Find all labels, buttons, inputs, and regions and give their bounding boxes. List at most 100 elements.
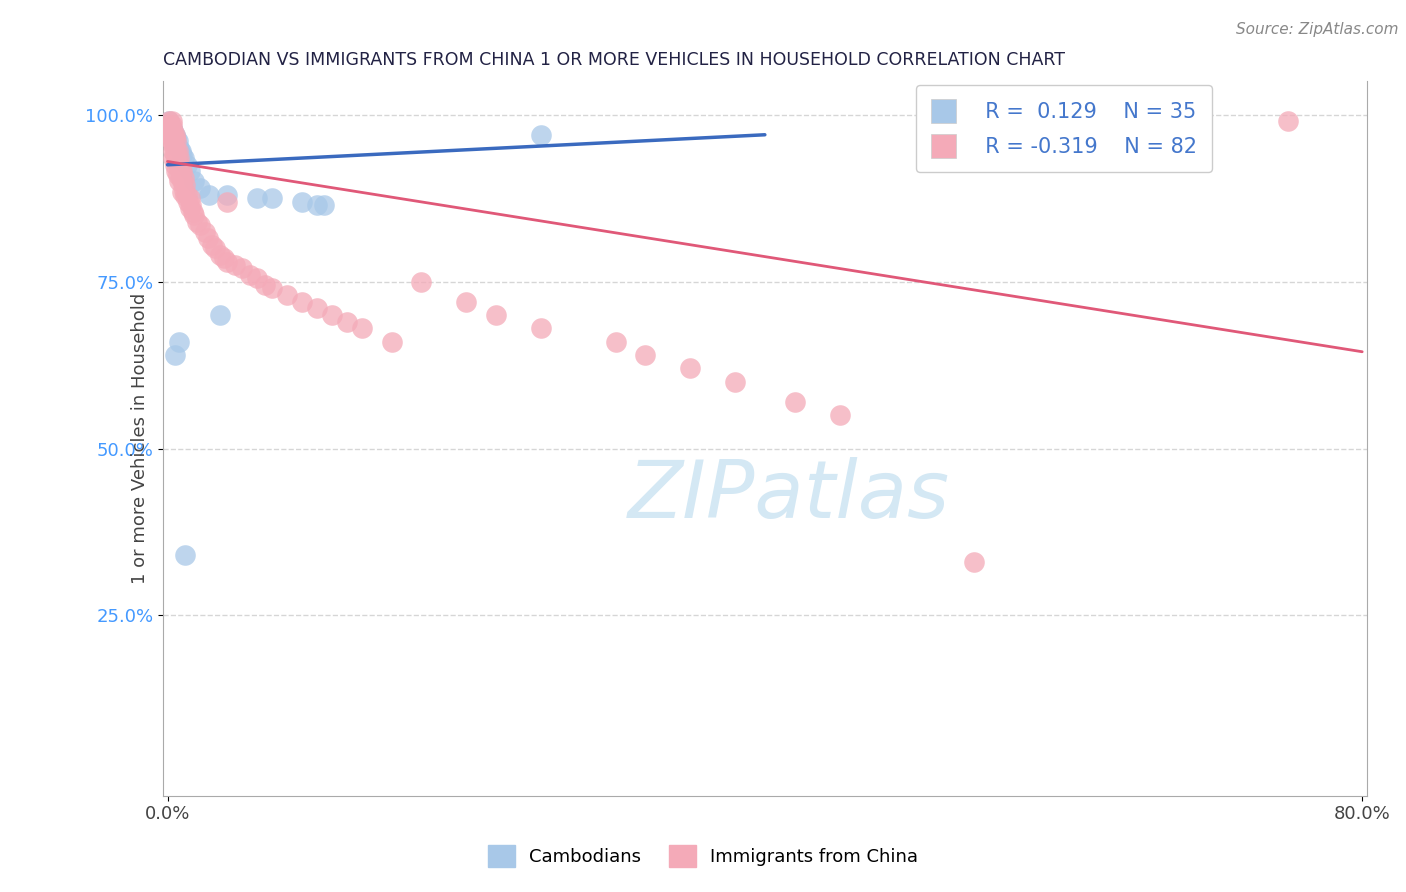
Point	[239, 268, 262, 282]
Text: CAMBODIAN VS IMMIGRANTS FROM CHINA 1 OR MORE VEHICLES IN HOUSEHOLD CORRELATION C: CAMBODIAN VS IMMIGRANTS FROM CHINA 1 OR …	[163, 51, 1064, 69]
Point	[167, 168, 190, 182]
Point	[783, 394, 806, 409]
Point	[173, 151, 195, 165]
Point	[634, 348, 657, 362]
Point	[163, 128, 186, 142]
Point	[190, 218, 212, 232]
Point	[166, 131, 188, 145]
Point	[350, 321, 373, 335]
Point	[321, 308, 343, 322]
Point	[305, 301, 328, 316]
Point	[174, 178, 197, 192]
Point	[160, 135, 183, 149]
Point	[166, 164, 188, 178]
Point	[170, 161, 193, 176]
Y-axis label: 1 or more Vehicles in Household: 1 or more Vehicles in Household	[131, 293, 149, 584]
Point	[159, 124, 181, 138]
Point	[169, 334, 191, 349]
Point	[163, 148, 186, 162]
Point	[679, 361, 702, 376]
Point	[160, 124, 183, 138]
Point	[246, 271, 269, 285]
Point	[162, 145, 184, 159]
Point	[963, 555, 986, 569]
Point	[217, 194, 239, 209]
Point	[167, 135, 190, 149]
Point	[198, 187, 221, 202]
Point	[173, 182, 195, 196]
Point	[485, 308, 508, 322]
Point	[159, 118, 181, 132]
Point	[163, 158, 186, 172]
Text: ZIPatlas: ZIPatlas	[628, 457, 950, 534]
Point	[180, 198, 202, 212]
Legend:   R =  0.129    N = 35,   R = -0.319    N = 82: R = 0.129 N = 35, R = -0.319 N = 82	[915, 85, 1212, 172]
Point	[181, 204, 204, 219]
Point	[172, 174, 194, 188]
Point	[530, 128, 553, 142]
Point	[260, 191, 283, 205]
Point	[160, 114, 183, 128]
Point	[162, 151, 184, 165]
Point	[183, 208, 205, 222]
Point	[276, 288, 298, 302]
Point	[260, 281, 283, 295]
Point	[166, 145, 188, 159]
Point	[179, 201, 201, 215]
Point	[167, 154, 190, 169]
Point	[246, 191, 269, 205]
Point	[172, 148, 194, 162]
Point	[160, 118, 183, 132]
Point	[194, 225, 217, 239]
Point	[456, 294, 478, 309]
Point	[605, 334, 627, 349]
Point	[217, 254, 239, 268]
Point	[160, 128, 183, 142]
Point	[231, 261, 253, 276]
Point	[174, 549, 197, 563]
Point	[160, 121, 183, 136]
Point	[179, 164, 201, 178]
Point	[380, 334, 402, 349]
Point	[828, 408, 851, 422]
Point	[160, 131, 183, 145]
Point	[197, 231, 219, 245]
Point	[217, 187, 239, 202]
Point	[157, 118, 180, 132]
Point	[159, 121, 181, 136]
Point	[162, 124, 184, 138]
Point	[291, 194, 314, 209]
Point	[253, 277, 276, 292]
Point	[314, 198, 336, 212]
Point	[159, 128, 181, 142]
Point	[166, 137, 188, 152]
Point	[167, 145, 190, 159]
Point	[530, 321, 553, 335]
Point	[1277, 114, 1299, 128]
Point	[160, 124, 183, 138]
Point	[162, 131, 184, 145]
Text: Source: ZipAtlas.com: Source: ZipAtlas.com	[1236, 22, 1399, 37]
Point	[190, 181, 212, 195]
Point	[169, 161, 191, 176]
Point	[305, 198, 328, 212]
Point	[167, 141, 190, 155]
Point	[208, 308, 231, 322]
Point	[176, 187, 198, 202]
Point	[162, 124, 184, 138]
Point	[173, 171, 195, 186]
Point	[170, 171, 193, 186]
Point	[163, 131, 186, 145]
Point	[204, 241, 226, 255]
Point	[172, 185, 194, 199]
Point	[224, 258, 246, 272]
Point	[172, 164, 194, 178]
Point	[169, 174, 191, 188]
Point	[212, 252, 235, 266]
Point	[163, 141, 186, 155]
Legend: Cambodians, Immigrants from China: Cambodians, Immigrants from China	[479, 836, 927, 876]
Point	[159, 121, 181, 136]
Point	[174, 189, 197, 203]
Point	[157, 114, 180, 128]
Point	[176, 158, 198, 172]
